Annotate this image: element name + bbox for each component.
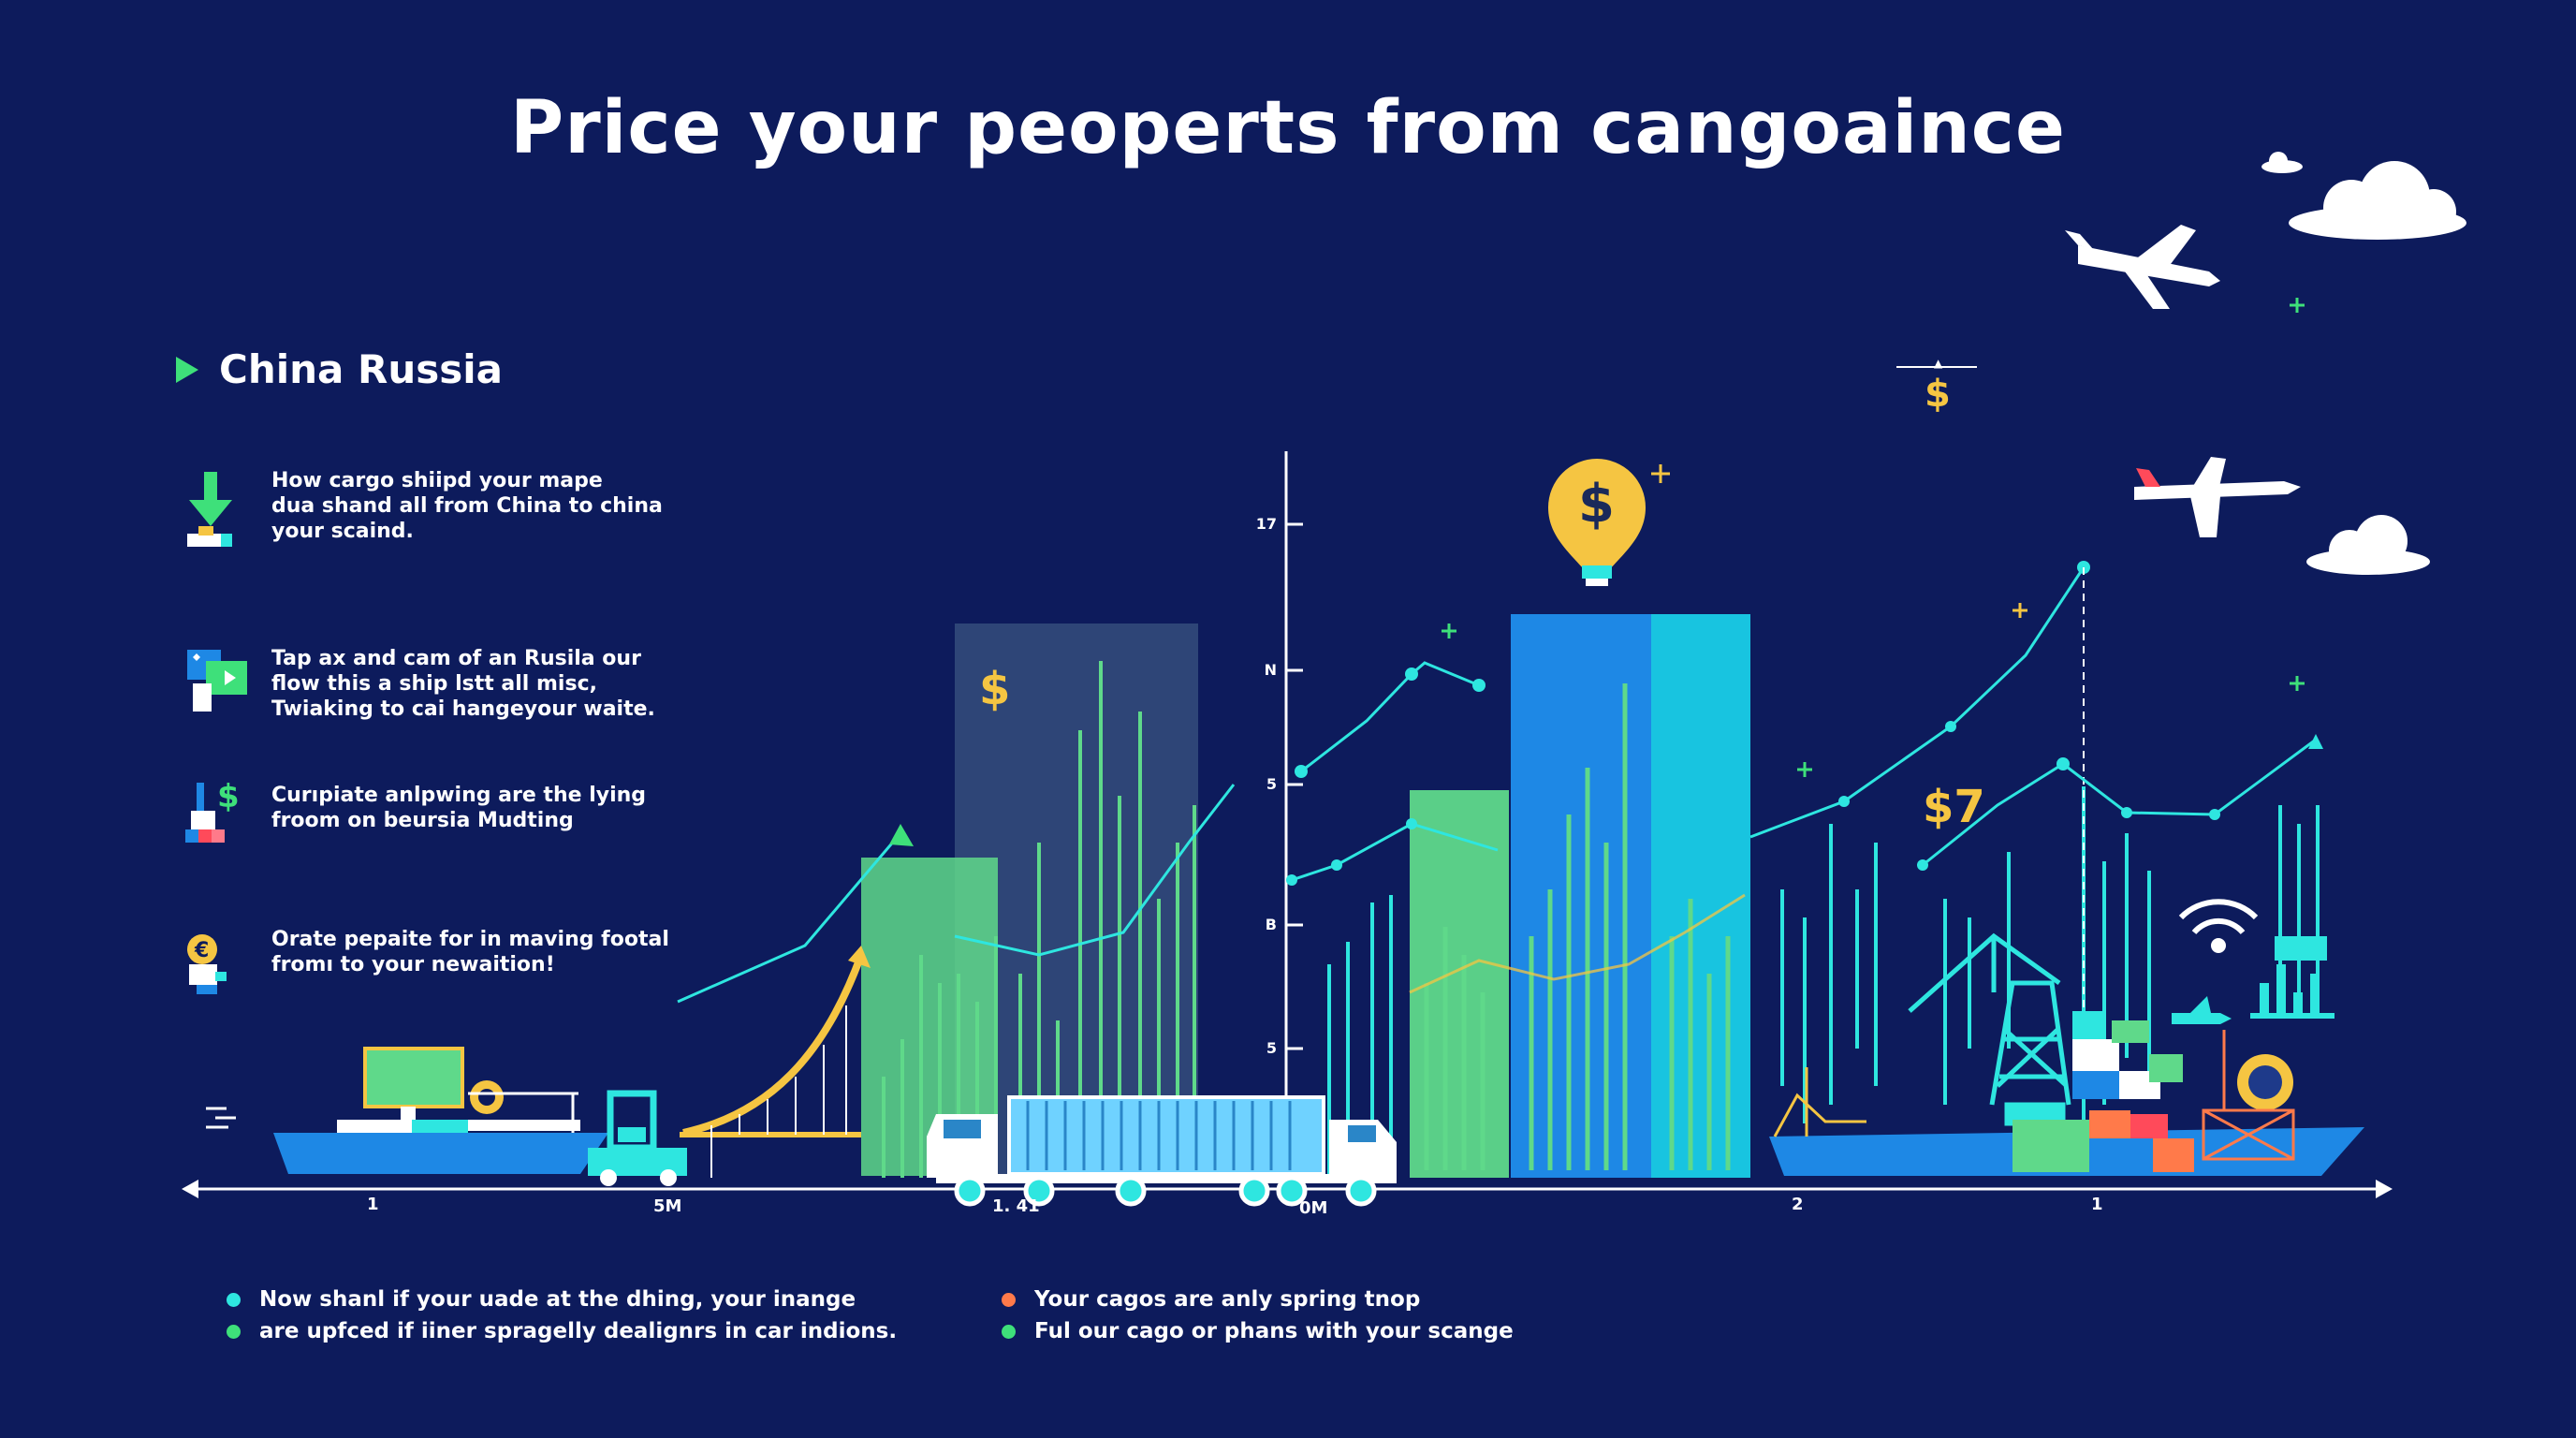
container-stack-icon: [2012, 1011, 2194, 1172]
trend-points-upper: [1295, 668, 1486, 778]
scaffold-icon: [2202, 1030, 2295, 1161]
menu-lines-icon: [206, 1107, 236, 1129]
feature-item-1: How cargo shiipd your mape dua shand all…: [180, 468, 663, 571]
x-axis-label: 5M: [653, 1196, 682, 1216]
x-axis-label: 1: [2091, 1195, 2103, 1214]
cloud-small-icon: [2261, 152, 2303, 173]
y-axis-label: 5: [1266, 1039, 1277, 1057]
trend-arrow-left: [889, 824, 914, 846]
trend-arrow-right: [2308, 734, 2323, 749]
seven-dollar-label: $7: [1923, 781, 1985, 833]
screen-video-icon: [187, 650, 247, 712]
x-axis-arrow-left: [182, 1180, 198, 1198]
coin-person-icon: €: [187, 934, 227, 994]
svg-text:$: $: [217, 783, 240, 815]
legend-text: Now shanl if your uade at the dhing, you…: [259, 1287, 856, 1312]
data-line-group-bars: [1424, 683, 1731, 1170]
legend-dot-orange: [1002, 1292, 1016, 1307]
trend-line-right: [1749, 566, 2086, 839]
legend-right: Your cagos are anly spring tnop Ful our …: [1002, 1286, 1514, 1344]
legend-left: Now shanl if your uade at the dhing, you…: [227, 1286, 897, 1344]
y-axis-ticks: [1286, 522, 1303, 1050]
legend-item: are upfced if iiner spragelly dealignrs …: [227, 1318, 897, 1344]
cloud-icon-2: [2306, 515, 2430, 575]
legend-item: Your cagos are anly spring tnop: [1002, 1286, 1514, 1313]
airplane-icon-2: [2134, 457, 2301, 537]
x-axis-label: 1: [367, 1195, 379, 1214]
y-axis-label: N: [1264, 661, 1277, 679]
section-label: China Russia: [219, 346, 503, 392]
wifi-icon: [2178, 899, 2259, 953]
legend-item: Now shanl if your uade at the dhing, you…: [227, 1286, 897, 1313]
cargo-ship-icon: [273, 1047, 608, 1174]
legend-text: Ful our cago or phans with your scange: [1034, 1319, 1514, 1343]
forklift-icon: [588, 1090, 687, 1186]
trend-line-left: [677, 832, 902, 1004]
legend-dot-teal: [227, 1292, 241, 1307]
airplane-icon: [2065, 225, 2220, 309]
svg-text:€: €: [194, 939, 209, 962]
sparkle-icons: [1442, 298, 2305, 777]
page-title: Price your peoperts from cangoaince: [510, 86, 2066, 170]
x-axis-label: 2: [1792, 1195, 1804, 1214]
top-right-marker-icon: ▲: [1934, 357, 1943, 370]
dollar-building-icon: $: [185, 783, 240, 843]
download-arrow-icon: [187, 472, 232, 547]
plane-small-icon: [2172, 996, 2232, 1024]
trend-line-upper: [1300, 661, 1480, 773]
y-axis-label: 17: [1255, 515, 1277, 533]
y-axis-label: B: [1265, 916, 1277, 933]
play-icon: [176, 356, 198, 383]
sparkle-yellow-icons: [1651, 464, 2027, 618]
legend-text: are upfced if iiner spragelly dealignrs …: [259, 1319, 898, 1343]
feature-text-4: Orate pepaite for in maving footal fromı…: [271, 928, 669, 976]
bridge-icon: [680, 946, 871, 1178]
x-axis-label: 0M: [1299, 1198, 1328, 1218]
legend-text: Your cagos are anly spring tnop: [1034, 1287, 1421, 1312]
y-axis-label: 5: [1266, 775, 1277, 793]
pin-dollar-label: $: [1578, 474, 1615, 535]
bar-dollar-label: $: [979, 663, 1011, 715]
bar-cyan: [1651, 614, 1750, 1178]
data-line-group-right: [1780, 786, 2320, 1123]
feature-text-3: Curıpiate anlpwing are the lying froom o…: [271, 784, 647, 832]
legend-dot-green: [227, 1324, 241, 1339]
cloud-icon: [2289, 161, 2466, 240]
feature-text-2: Tap ax and cam of an Rusila our flow thi…: [271, 647, 655, 721]
trend-line-right-low: [1922, 738, 2317, 867]
container-truck-icon: [927, 1095, 1397, 1207]
trend-line-yellow: [1409, 893, 1746, 994]
feature-text-1: How cargo shiipd your mape dua shand all…: [271, 469, 663, 543]
trend-line-second: [1291, 822, 1499, 882]
x-axis-arrow-right: [2376, 1180, 2393, 1198]
feature-item-2: Tap ax and cam of an Rusila our flow thi…: [180, 646, 655, 749]
feature-item-3: $ Curıpiate anlpwing are the lying froom…: [180, 783, 646, 886]
trend-points-right-low: [1917, 757, 2220, 871]
feature-item-4: € Orate pepaite for in maving footal fro…: [180, 927, 669, 1030]
trend-points-second: [1286, 818, 1417, 886]
x-axis-label: 1. 41: [992, 1196, 1040, 1216]
legend-item: Ful our cago or phans with your scange: [1002, 1318, 1514, 1344]
bar-chart-icon: [2250, 936, 2334, 1019]
gear-icon: [2237, 1054, 2293, 1110]
port-crane-icon: [1908, 932, 2071, 1126]
top-right-dollar-label: $: [1925, 373, 1951, 416]
legend-dot-green: [1002, 1324, 1016, 1339]
section-header: China Russia: [176, 346, 503, 392]
trend-line-mid: [954, 784, 1236, 957]
dollar-pin-icon: [1548, 459, 1646, 586]
bar-blue: [1511, 614, 1651, 1178]
